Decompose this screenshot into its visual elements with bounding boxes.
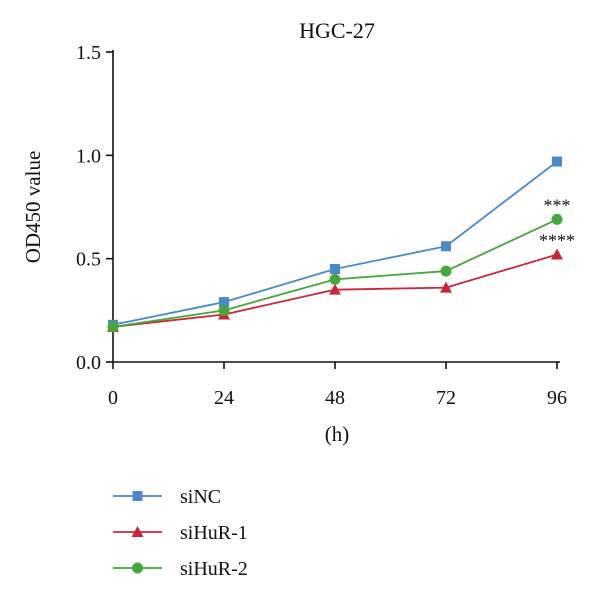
data-point [551,213,563,225]
data-point [329,273,341,285]
x-axis-label: (h) [325,422,350,446]
legend-marker [131,526,144,537]
data-point [330,264,340,274]
significance-annotation: *** [544,195,571,215]
data-point [441,241,451,252]
legend-label: siHuR-2 [180,558,248,580]
annotation-layer: ******* [539,195,575,250]
significance-annotation: **** [539,231,575,251]
y-tick-label: 1.0 [76,145,101,167]
axis-ticks: 0.0 0.5 1.0 1.5 0 24 48 72 96 [76,42,567,409]
data-point [329,283,341,295]
y-tick-label: 1.5 [76,42,101,64]
legend-item: siHuR-1 [113,522,248,544]
x-tick-label: 96 [547,387,567,409]
series-line [112,160,558,326]
legend-marker [132,562,143,574]
series-siNC [108,156,562,330]
legend-item: siNC [113,486,221,508]
legend-label: siNC [180,486,221,508]
legend-marker [132,491,143,501]
data-point [219,297,229,308]
y-tick-label: 0.5 [76,249,101,271]
data-point [551,248,563,260]
x-tick-label: 24 [214,387,234,409]
legend-item: siHuR-2 [113,558,248,580]
series-siHuR-1 [107,248,563,332]
data-point [552,156,562,167]
data-point [440,281,452,293]
series-layer [107,156,563,333]
series-siHuR-2 [107,213,563,333]
legend: siNC siHuR-1 siHuR-2 [113,486,248,580]
data-point [218,304,230,316]
data-point [440,265,452,277]
x-tick-label: 72 [436,387,456,409]
legend-label: siHuR-1 [180,522,248,544]
chart-title: HGC-27 [299,18,375,43]
data-point [107,321,119,333]
y-tick-label: 0.0 [76,352,101,374]
x-tick-label: 0 [108,387,118,409]
x-tick-label: 48 [325,387,345,409]
y-axis-label: OD450 value [21,151,45,264]
